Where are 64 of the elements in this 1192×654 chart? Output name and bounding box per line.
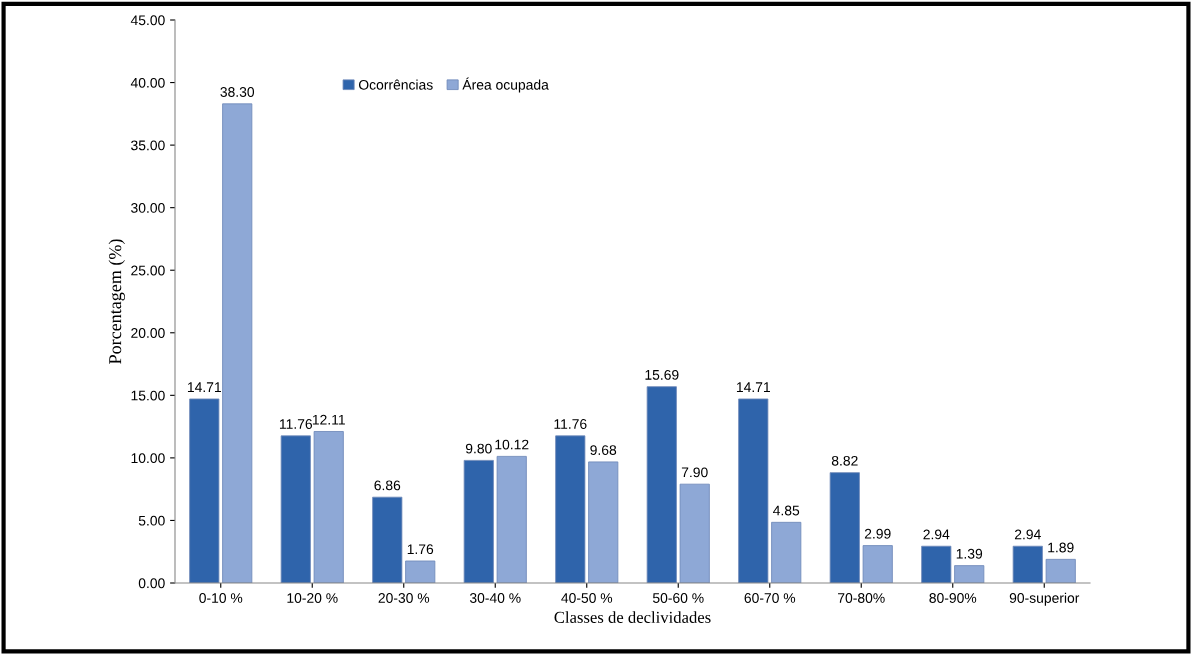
- bar: [646, 386, 677, 583]
- bar: [771, 521, 802, 583]
- data-label: 14.71: [187, 382, 221, 392]
- data-label: 38.30: [220, 87, 255, 97]
- y-tick-label: 20.00: [131, 328, 165, 338]
- bar: [954, 565, 985, 583]
- data-label: 1.89: [1048, 542, 1074, 553]
- bar: [313, 431, 344, 583]
- y-tick-label: 45.00: [130, 15, 165, 26]
- bar: [496, 455, 527, 583]
- y-tick-label: 40.00: [130, 77, 165, 88]
- bar: [921, 545, 952, 583]
- y-tick-label: 35.00: [131, 140, 165, 151]
- data-label: 11.76: [554, 419, 587, 429]
- data-label: 1.76: [407, 544, 434, 555]
- data-label: 11.76: [279, 419, 313, 429]
- y-tick-label: 15.00: [131, 390, 165, 401]
- bar: [189, 398, 220, 583]
- bar: [862, 545, 893, 583]
- data-label: 9.68: [590, 445, 617, 455]
- x-tick-label: 20-30 %: [378, 593, 430, 603]
- bar: [679, 483, 710, 583]
- y-tick-label: 5.00: [138, 515, 165, 526]
- bar: [372, 496, 403, 583]
- y-tick-label: 0.00: [138, 578, 165, 589]
- data-label: 14.71: [736, 382, 770, 392]
- x-tick-label: 40-50 %: [561, 593, 613, 603]
- bar: [829, 472, 860, 583]
- x-tick-label: 80-90%: [929, 593, 977, 603]
- data-label: 1.39: [956, 548, 983, 559]
- bar: [555, 435, 586, 583]
- x-tick-label: 10-20 %: [287, 593, 338, 603]
- data-label: 10.12: [495, 439, 529, 450]
- legend-label: Ocorrências: [358, 79, 433, 90]
- bar: [588, 461, 619, 583]
- data-label: 7.90: [681, 467, 708, 478]
- legend-label: Área ocupada: [462, 77, 549, 93]
- y-tick-label: 10.00: [131, 453, 165, 464]
- y-tick-label: 30.00: [131, 203, 165, 213]
- y-tick-label: 25.00: [131, 265, 165, 276]
- data-label: 9.80: [465, 443, 492, 454]
- x-tick-label: 0-10 %: [199, 593, 243, 603]
- x-tick-label: 60-70 %: [744, 593, 796, 603]
- data-label: 2.94: [1014, 529, 1041, 540]
- data-label: 15.69: [645, 369, 679, 380]
- x-tick-label: 50-60 %: [652, 593, 704, 603]
- bar: [738, 398, 769, 583]
- x-tick-label: 30-40 %: [469, 593, 521, 603]
- data-label: 6.86: [374, 480, 401, 491]
- bar: [1012, 545, 1043, 583]
- data-label: 2.99: [864, 528, 891, 539]
- x-tick-label: 90-superior: [1009, 592, 1080, 606]
- data-label: 12.11: [312, 414, 345, 425]
- data-label: 8.82: [831, 455, 858, 466]
- data-label: 2.94: [923, 529, 950, 540]
- bar: [222, 103, 253, 583]
- x-tick-label: 70-80%: [838, 593, 885, 603]
- y-axis-title: Porcentagem (%): [108, 239, 125, 364]
- data-label: 4.85: [773, 505, 800, 516]
- x-axis-title: Classes de declividades: [554, 611, 711, 623]
- bar: [463, 459, 494, 583]
- bar: [405, 560, 436, 583]
- bar: [1045, 558, 1076, 583]
- bar: [280, 435, 311, 583]
